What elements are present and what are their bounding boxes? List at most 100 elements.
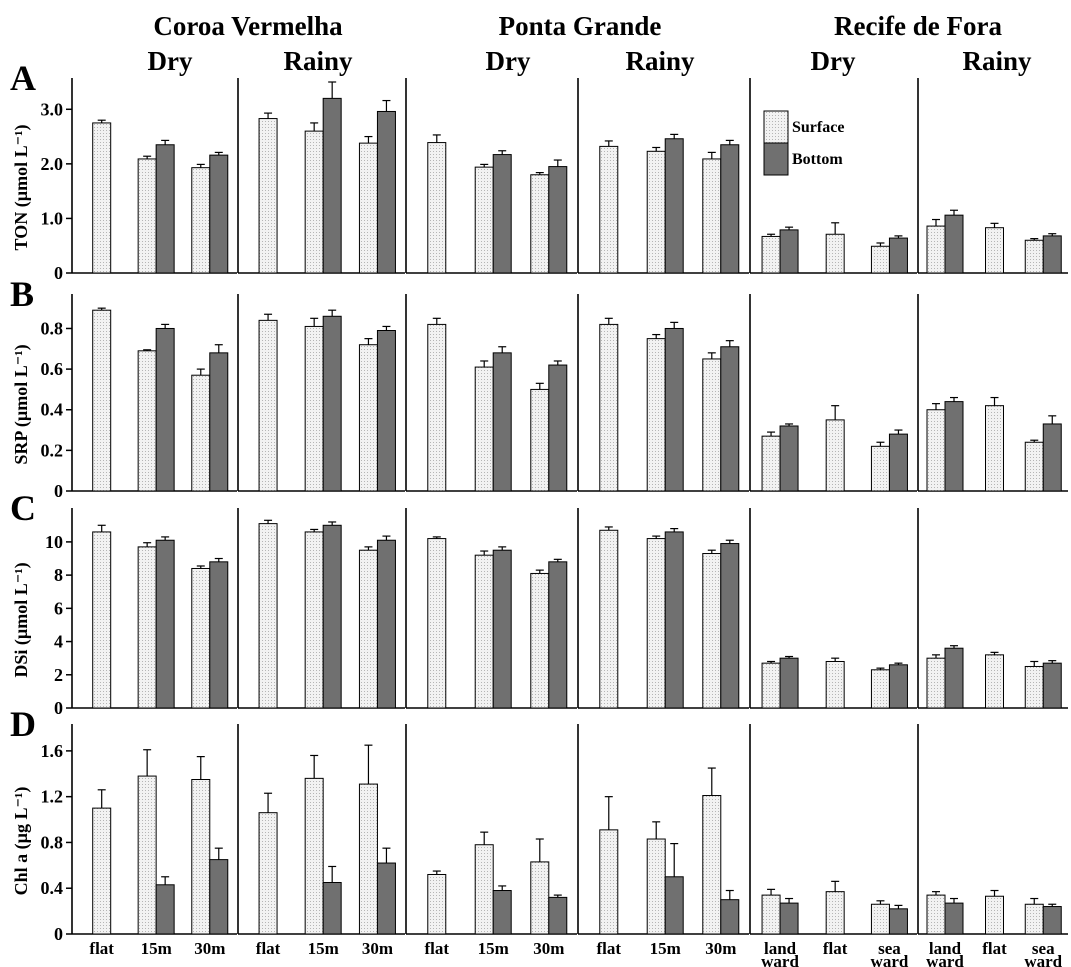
y-axis-label: SRP (µmol L⁻¹) <box>11 344 32 464</box>
x-tick-label: land <box>764 939 797 958</box>
bottom-bar <box>720 144 740 274</box>
surface-bar <box>1024 239 1044 274</box>
bottom-bar <box>779 902 799 935</box>
season-title: Dry <box>811 46 856 76</box>
x-tick-label: flat <box>982 939 1007 958</box>
y-tick-label: 0.8 <box>41 318 64 338</box>
bottom-bar <box>1042 906 1062 935</box>
bottom-bar <box>888 237 908 274</box>
site-title: Coroa Vermelha <box>153 11 343 41</box>
surface-bar <box>646 338 666 492</box>
surface-bar <box>191 567 211 709</box>
panel-letter: C <box>10 488 36 528</box>
x-tick-label: 30m <box>533 939 564 958</box>
surface-bar <box>825 419 845 492</box>
bottom-bar <box>322 524 342 709</box>
surface-bar <box>258 523 278 709</box>
y-tick-label: 0.6 <box>41 359 64 379</box>
x-tick-label: 30m <box>362 939 393 958</box>
bottom-bar <box>322 882 342 935</box>
surface-bar <box>304 531 324 709</box>
surface-bar <box>191 779 211 935</box>
surface-bar <box>599 829 619 935</box>
surface-bar <box>825 233 845 274</box>
bottom-bar <box>492 352 512 492</box>
x-tick-label: ward <box>761 952 799 967</box>
bottom-bar <box>779 657 799 709</box>
y-tick-label: 1.2 <box>41 787 64 807</box>
surface-bar <box>358 344 378 492</box>
y-tick-label: 0.4 <box>41 878 64 898</box>
x-tick-label: 30m <box>705 939 736 958</box>
surface-bar <box>427 323 447 492</box>
bottom-bar <box>209 154 229 274</box>
bottom-bar <box>944 902 964 935</box>
surface-bar <box>985 405 1004 492</box>
bottom-bar <box>888 908 908 935</box>
x-tick-label: ward <box>926 952 964 967</box>
surface-bar <box>870 669 890 709</box>
surface-bar <box>825 891 845 935</box>
surface-bar <box>191 167 211 274</box>
bottom-bar <box>155 539 175 709</box>
y-axis-label: DSi (µmol L⁻¹) <box>11 562 32 677</box>
surface-bar <box>926 657 946 709</box>
bottom-bar <box>376 862 396 935</box>
surface-bar <box>474 844 494 935</box>
surface-bar <box>646 838 666 935</box>
surface-bar <box>137 546 157 709</box>
bottom-bar <box>664 138 684 274</box>
y-tick-label: 0 <box>54 481 63 501</box>
y-tick-label: 2.0 <box>41 154 64 174</box>
bottom-bar <box>944 214 964 274</box>
x-tick-label: sea <box>878 939 901 958</box>
x-tick-label: 15m <box>141 939 172 958</box>
surface-bar <box>137 775 157 935</box>
x-tick-label: flat <box>425 939 450 958</box>
bottom-bar <box>492 890 512 935</box>
bottom-bar <box>155 327 175 492</box>
legend-label: Surface <box>792 119 844 136</box>
bottom-bar <box>779 229 799 274</box>
x-tick-label: sea <box>1032 939 1055 958</box>
surface-bar <box>702 158 722 274</box>
surface-bar <box>427 538 447 709</box>
bottom-bar <box>664 327 684 492</box>
surface-bar <box>985 654 1004 709</box>
legend-label: Bottom <box>792 151 843 168</box>
surface-bar <box>702 795 722 935</box>
surface-bar <box>474 554 494 709</box>
y-tick-label: 10 <box>45 532 63 552</box>
bottom-bar <box>376 539 396 709</box>
surface-bar <box>1024 441 1044 492</box>
bottom-bar <box>209 859 229 935</box>
bottom-bar <box>322 97 342 274</box>
season-title: Rainy <box>625 46 695 76</box>
bottom-bar <box>888 433 908 492</box>
bottom-bar <box>720 899 740 935</box>
season-title: Dry <box>486 46 531 76</box>
surface-bar <box>1024 903 1044 935</box>
surface-bar <box>427 142 447 274</box>
bottom-bar <box>548 561 568 709</box>
surface-bar <box>761 435 781 492</box>
y-tick-label: 0 <box>54 263 63 283</box>
bottom-bar <box>548 166 568 274</box>
season-title: Rainy <box>283 46 353 76</box>
y-tick-label: 3.0 <box>41 99 64 119</box>
panel-letter: D <box>10 704 36 744</box>
bottom-bar <box>664 876 684 935</box>
y-tick-label: 8 <box>54 565 63 585</box>
bottom-bar <box>209 352 229 492</box>
y-tick-label: 0 <box>54 698 63 718</box>
y-tick-label: 6 <box>54 598 63 618</box>
x-tick-label: flat <box>256 939 281 958</box>
surface-bar <box>92 531 112 709</box>
surface-bar <box>427 873 447 935</box>
surface-bar <box>761 894 781 935</box>
season-title: Rainy <box>962 46 1032 76</box>
surface-bar <box>530 572 550 709</box>
bottom-bar <box>155 144 175 274</box>
surface-bar <box>358 549 378 709</box>
